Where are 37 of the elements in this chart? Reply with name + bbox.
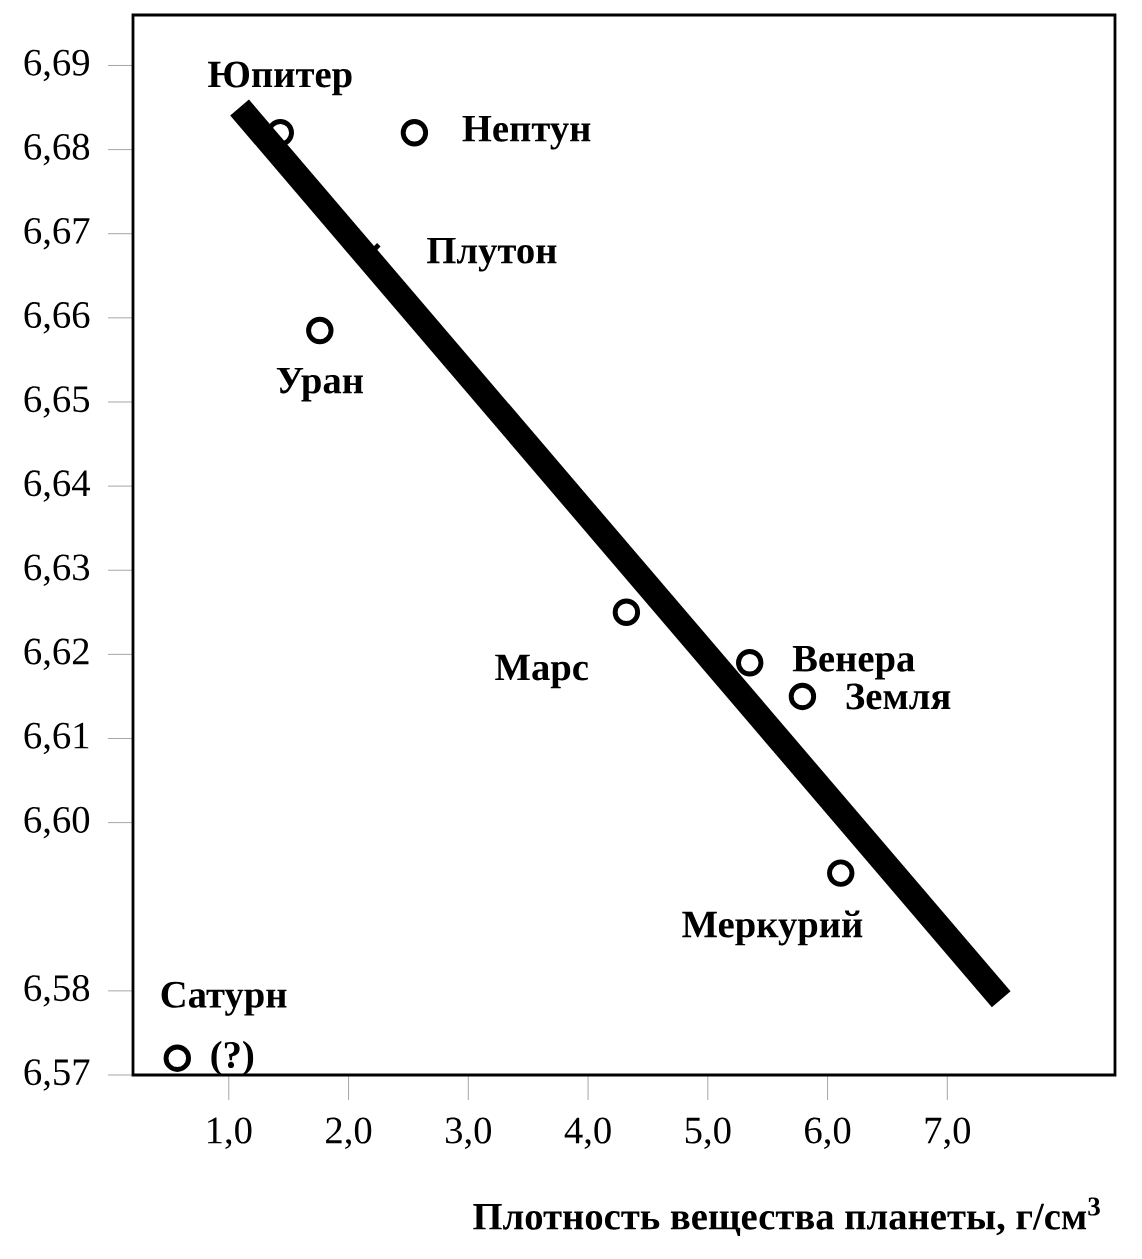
- x-tick-label: 6,0: [805, 1117, 851, 1150]
- point: [163, 1044, 192, 1072]
- annotation: Земля: [846, 683, 951, 710]
- point: [788, 682, 817, 711]
- x-tick-label: 5,0: [685, 1117, 731, 1150]
- y-tick-label: 6,68: [24, 133, 90, 166]
- annotation: Нептун: [462, 115, 591, 150]
- annotation: Марс: [495, 654, 589, 689]
- y-tick-label: 6,63: [24, 554, 90, 587]
- x-tick-label: 2,0: [326, 1117, 372, 1150]
- x-tick-label: 3,0: [446, 1117, 491, 1150]
- annotation: Сатурн: [161, 981, 287, 1016]
- y-tick-label: 6,65: [24, 386, 90, 418]
- y-tick-label: 6,64: [24, 470, 90, 502]
- point: [400, 119, 429, 147]
- point: [827, 859, 855, 887]
- y-tick-label: 6,67: [24, 217, 90, 250]
- x-axis-title: Плотность вещества планеты, г/см$^{3}$: [473, 1197, 1100, 1237]
- annotation: Плутон: [427, 237, 557, 272]
- annotation: (?): [211, 1040, 254, 1076]
- annotation: Юпитер: [208, 61, 352, 96]
- y-tick-label: 6,61: [24, 722, 89, 755]
- y-tick-label: 6,62: [24, 638, 89, 671]
- y-tick-label: 6,69: [24, 49, 89, 82]
- y-tick-label: 6,57: [24, 1059, 90, 1091]
- point: [306, 316, 334, 345]
- x-tick-label: 4,0: [564, 1117, 611, 1150]
- y-tick-label: 6,66: [24, 302, 90, 334]
- point: [612, 598, 641, 626]
- point: [736, 649, 764, 677]
- annotation: Меркурий: [682, 910, 863, 946]
- annotation: Венера: [792, 646, 915, 680]
- annotation: Уран: [276, 367, 363, 402]
- y-tick-label: 6,58: [24, 975, 90, 1007]
- x-tick-label: 7,0: [925, 1117, 971, 1150]
- x-tick-label: 1,0: [208, 1117, 252, 1150]
- y-tick-label: 6,60: [24, 806, 90, 839]
